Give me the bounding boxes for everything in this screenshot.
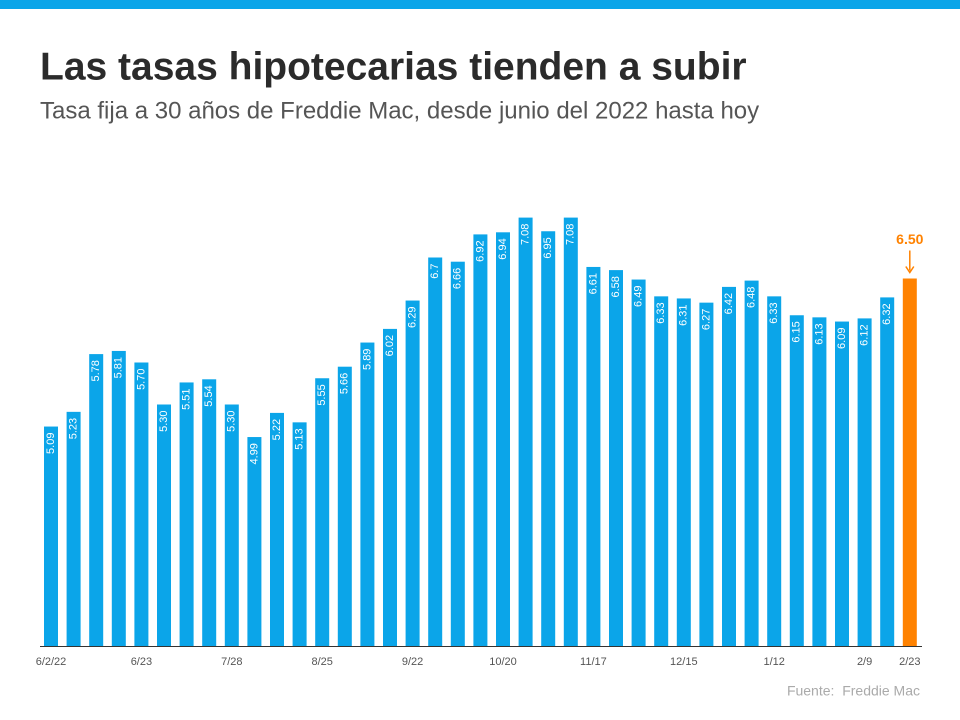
value-label: 5.51 bbox=[181, 388, 193, 409]
value-label: 5.22 bbox=[271, 419, 283, 440]
bar bbox=[767, 296, 782, 646]
value-label: 6.66 bbox=[452, 268, 464, 289]
arrow-head bbox=[905, 266, 915, 274]
value-label: 5.23 bbox=[68, 418, 80, 439]
bar bbox=[699, 302, 714, 646]
value-label: 6.09 bbox=[836, 328, 848, 349]
bar bbox=[405, 300, 420, 646]
value-label: 6.33 bbox=[655, 302, 667, 323]
bar bbox=[518, 217, 533, 646]
value-label: 6.58 bbox=[610, 276, 622, 297]
bar bbox=[902, 278, 917, 646]
bar bbox=[270, 412, 284, 646]
value-label: 5.30 bbox=[158, 411, 170, 432]
value-label: 6.15 bbox=[791, 321, 803, 342]
bar bbox=[66, 411, 81, 646]
value-label: 5.54 bbox=[203, 385, 215, 406]
bar bbox=[383, 328, 397, 646]
x-tick-label: 2/9 bbox=[857, 656, 872, 668]
value-label: 6.33 bbox=[768, 302, 780, 323]
x-tick-label: 7/28 bbox=[221, 656, 242, 668]
bar bbox=[292, 422, 307, 646]
bar bbox=[541, 231, 556, 646]
bar bbox=[857, 318, 872, 646]
bar bbox=[360, 342, 375, 646]
value-label: 6.12 bbox=[859, 324, 871, 345]
chart-subtitle: Tasa fija a 30 años de Freddie Mac, desd… bbox=[40, 97, 759, 124]
bar bbox=[157, 404, 171, 646]
x-tick-label: 12/15 bbox=[670, 656, 698, 668]
x-tick-label: 2/23 bbox=[899, 656, 920, 668]
value-label: 6.95 bbox=[542, 237, 554, 258]
x-tick-label: 8/25 bbox=[311, 656, 332, 668]
value-label: 6.29 bbox=[407, 307, 419, 328]
value-label: 6.49 bbox=[633, 286, 645, 307]
value-label: 6.7 bbox=[429, 264, 441, 279]
value-label: 6.61 bbox=[587, 273, 599, 294]
value-label: 6.48 bbox=[746, 287, 758, 308]
value-label: 5.55 bbox=[316, 384, 328, 405]
bar bbox=[722, 286, 736, 646]
value-label: 5.78 bbox=[90, 360, 102, 381]
value-label: 7.08 bbox=[565, 224, 577, 245]
source: Fuente: Freddie Mac bbox=[787, 683, 920, 699]
x-tick-label: 6/2/22 bbox=[36, 656, 67, 668]
x-tick-label: 10/20 bbox=[489, 656, 517, 668]
chart-title: Las tasas hipotecarias tienden a subir bbox=[40, 45, 747, 88]
bar bbox=[111, 350, 126, 646]
bar bbox=[835, 321, 849, 646]
bar bbox=[609, 270, 623, 646]
value-label: 6.50 bbox=[896, 231, 923, 247]
bar bbox=[337, 366, 352, 646]
value-label: 6.27 bbox=[700, 309, 712, 330]
bar bbox=[586, 266, 601, 646]
bar bbox=[428, 257, 443, 646]
top-strip bbox=[0, 0, 960, 9]
value-label: 5.13 bbox=[294, 428, 306, 449]
bar bbox=[812, 317, 827, 646]
bar bbox=[744, 280, 759, 646]
bar bbox=[473, 234, 488, 646]
bar bbox=[44, 426, 58, 646]
x-tick-label: 11/17 bbox=[580, 656, 607, 668]
value-label: 7.08 bbox=[520, 224, 532, 245]
value-label: 5.30 bbox=[226, 411, 238, 432]
bar bbox=[247, 437, 262, 646]
bar bbox=[880, 297, 895, 646]
value-label: 5.81 bbox=[113, 357, 125, 378]
value-label: 6.92 bbox=[474, 240, 486, 261]
value-label: 6.31 bbox=[678, 304, 690, 325]
bar bbox=[676, 298, 691, 646]
bar bbox=[631, 279, 646, 646]
bar bbox=[450, 261, 465, 646]
bar bbox=[89, 354, 104, 646]
bar bbox=[654, 296, 669, 646]
value-label: 6.32 bbox=[881, 303, 893, 324]
bar bbox=[224, 404, 239, 646]
bar bbox=[563, 217, 578, 646]
bar bbox=[134, 362, 149, 646]
value-label: 4.99 bbox=[248, 443, 260, 464]
value-label: 5.70 bbox=[135, 369, 147, 390]
value-label: 5.09 bbox=[45, 433, 57, 454]
value-label: 5.89 bbox=[361, 349, 373, 370]
x-tick-label: 1/12 bbox=[763, 656, 784, 668]
value-label: 6.42 bbox=[723, 293, 735, 314]
bar bbox=[789, 315, 804, 646]
value-label: 6.13 bbox=[813, 323, 825, 344]
bar bbox=[202, 379, 217, 646]
bar bbox=[179, 382, 194, 646]
value-label: 5.66 bbox=[339, 373, 351, 394]
x-tick-label: 9/22 bbox=[402, 656, 423, 668]
x-tick-label: 6/23 bbox=[131, 656, 152, 668]
bar bbox=[496, 232, 510, 647]
value-label: 6.94 bbox=[497, 238, 509, 259]
bar bbox=[315, 378, 330, 646]
value-label: 6.02 bbox=[384, 335, 396, 356]
